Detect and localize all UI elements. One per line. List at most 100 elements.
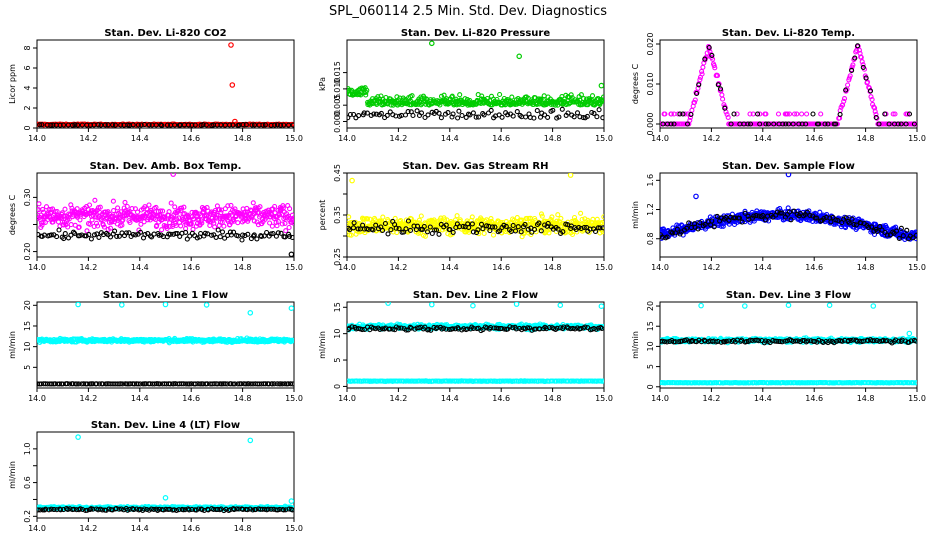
y-tick-label: 10 [333,329,342,339]
data-point [48,232,54,238]
y-tick-label: 5 [23,365,32,370]
data-point [422,324,428,330]
outlier-point [288,251,294,257]
data-point [684,225,690,231]
data-point [469,214,475,220]
data-point [594,114,600,120]
data-point [734,111,740,117]
data-point [192,122,198,128]
data-point [478,221,485,227]
data-point [37,201,42,207]
outlier-point [785,173,792,178]
y-tick-label: 0 [646,384,655,389]
x-tick-label: 14.0 [28,263,46,272]
data-point [290,220,294,226]
data-point [449,114,455,120]
data-point [865,224,872,230]
data-point [96,234,102,240]
data-point [403,327,409,333]
data-point [822,121,828,127]
data-point [578,225,584,232]
outlier-point [428,40,435,47]
data-point [65,224,71,230]
data-point [402,112,409,118]
data-point [275,219,281,225]
data-point [719,92,725,98]
data-point [360,222,366,228]
data-point [531,226,538,232]
data-point [763,111,769,117]
data-point [557,325,563,331]
data-point [407,227,414,233]
data-point [867,88,874,94]
data-point [282,381,288,387]
data-point [475,227,481,233]
data-point [275,230,281,236]
data-point [757,111,763,117]
data-point [856,47,862,53]
data-point [75,122,81,128]
outlier-point [516,53,523,60]
x-tick-label: 14.8 [234,134,252,143]
data-point [432,227,438,233]
data-point [510,113,516,119]
data-point [124,203,130,210]
x-tick-label: 15.0 [595,394,613,403]
data-point [69,122,76,128]
data-point [48,122,54,128]
data-point [810,111,816,117]
x-tick-label: 14.8 [234,263,252,272]
x-tick-label: 15.0 [285,394,303,403]
y-axis-label: degrees C [8,194,17,235]
data-point [512,228,519,234]
data-point [162,216,168,222]
data-point [905,111,911,117]
data-point [281,122,287,128]
data-point [87,221,93,227]
data-point [892,111,898,117]
data-point [441,92,447,98]
data-point [251,211,258,217]
data-point [364,87,370,93]
data-point [843,87,849,93]
data-point [272,122,278,128]
data-point [841,96,848,102]
data-point [860,62,866,68]
x-tick-label: 14.2 [79,394,97,403]
data-point [157,381,163,387]
x-tick-label: 14.8 [857,394,875,403]
data-point [146,122,152,128]
data-point [593,326,599,332]
data-point [804,111,810,117]
data-point [514,215,520,221]
data-point [212,224,218,230]
data-point [438,115,444,121]
data-point [172,204,178,210]
data-point [890,111,896,117]
data-point [232,206,238,212]
data-point [347,111,353,118]
data-point [81,381,87,387]
data-point [469,221,475,227]
data-point [245,231,251,237]
data-point [267,220,273,226]
data-point [86,202,93,208]
data-point [347,115,351,121]
data-point [239,237,245,243]
data-point [711,224,717,230]
data-point [457,217,463,223]
data-point [835,217,841,224]
data-point [807,212,813,219]
data-point [443,222,449,228]
data-point [680,111,686,117]
data-point [50,206,56,212]
data-point [854,225,860,231]
data-point [456,108,462,114]
y-tick-label: 0 [23,125,32,130]
x-tick-label: 14.6 [182,394,200,403]
